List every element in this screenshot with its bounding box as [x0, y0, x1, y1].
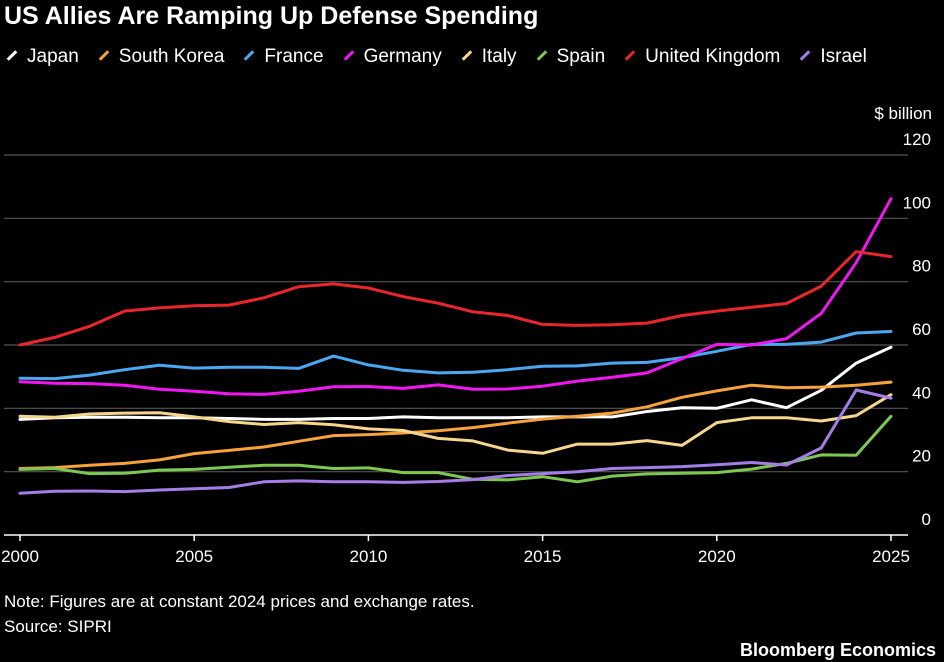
series-line-united-kingdom [18, 250, 893, 347]
legend-item-italy: Italy [459, 44, 517, 69]
x-axis: 2000 2005 2010 2015 2020 2025 [1, 534, 910, 566]
chart-source: Source: SIPRI [4, 617, 112, 636]
series-line-south-korea [18, 380, 893, 470]
legend-label: Germany [363, 46, 442, 67]
x-tick-label: 2015 [524, 547, 562, 566]
series-line-spain [18, 414, 893, 484]
gridlines [4, 154, 908, 473]
legend-item-france: France [241, 44, 324, 69]
legend-label: France [264, 46, 324, 67]
y-axis-unit-label: $ billion [874, 104, 932, 123]
x-tick-label: 2010 [349, 547, 387, 566]
legend-label: United Kingdom [645, 46, 781, 67]
x-tick-label: 2025 [872, 547, 910, 566]
y-tick-label: 120 [903, 130, 931, 149]
legend-label: Israel [820, 46, 867, 67]
legend-item-south-korea: South Korea [96, 44, 225, 69]
line-chart: 0 20 40 60 80 100 120 2000 2005 2010 2015 2020 2025 [1, 130, 931, 566]
y-tick-labels: 0 20 40 60 80 100 120 [903, 130, 931, 529]
legend-item-germany: Germany [341, 44, 442, 69]
legend: Japan South Korea France Germany Italy Spain U… [4, 44, 904, 69]
y-tick-label: 40 [912, 383, 931, 402]
series-line-france [18, 329, 893, 381]
y-tick-label: 20 [912, 447, 931, 466]
legend-item-united-kingdom: United Kingdom [622, 44, 780, 69]
brand-logo-text: Bloomberg Economics [739, 640, 936, 660]
x-tick-label: 2005 [175, 547, 213, 566]
y-tick-label: 100 [903, 193, 931, 212]
series-line-germany [18, 197, 893, 396]
series-lines [18, 197, 893, 495]
x-tick-label: 2000 [1, 547, 39, 566]
chart-title: US Allies Are Ramping Up Defense Spendin… [4, 2, 539, 30]
y-tick-label: 60 [912, 320, 931, 339]
legend-label: South Korea [118, 46, 225, 67]
legend-label: Japan [27, 46, 79, 67]
series-line-japan [18, 345, 893, 421]
y-tick-label: 0 [922, 510, 931, 529]
x-tick-label: 2020 [698, 547, 736, 566]
legend-label: Italy [481, 46, 517, 67]
legend-item-japan: Japan [4, 44, 79, 69]
legend-item-spain: Spain [534, 44, 606, 69]
series-line-italy [18, 393, 893, 455]
y-tick-label: 80 [912, 257, 931, 276]
series-line-israel [18, 388, 893, 495]
legend-label: Spain [556, 46, 606, 67]
chart-note: Note: Figures are at constant 2024 price… [4, 592, 475, 611]
legend-item-israel: Israel [797, 44, 867, 69]
